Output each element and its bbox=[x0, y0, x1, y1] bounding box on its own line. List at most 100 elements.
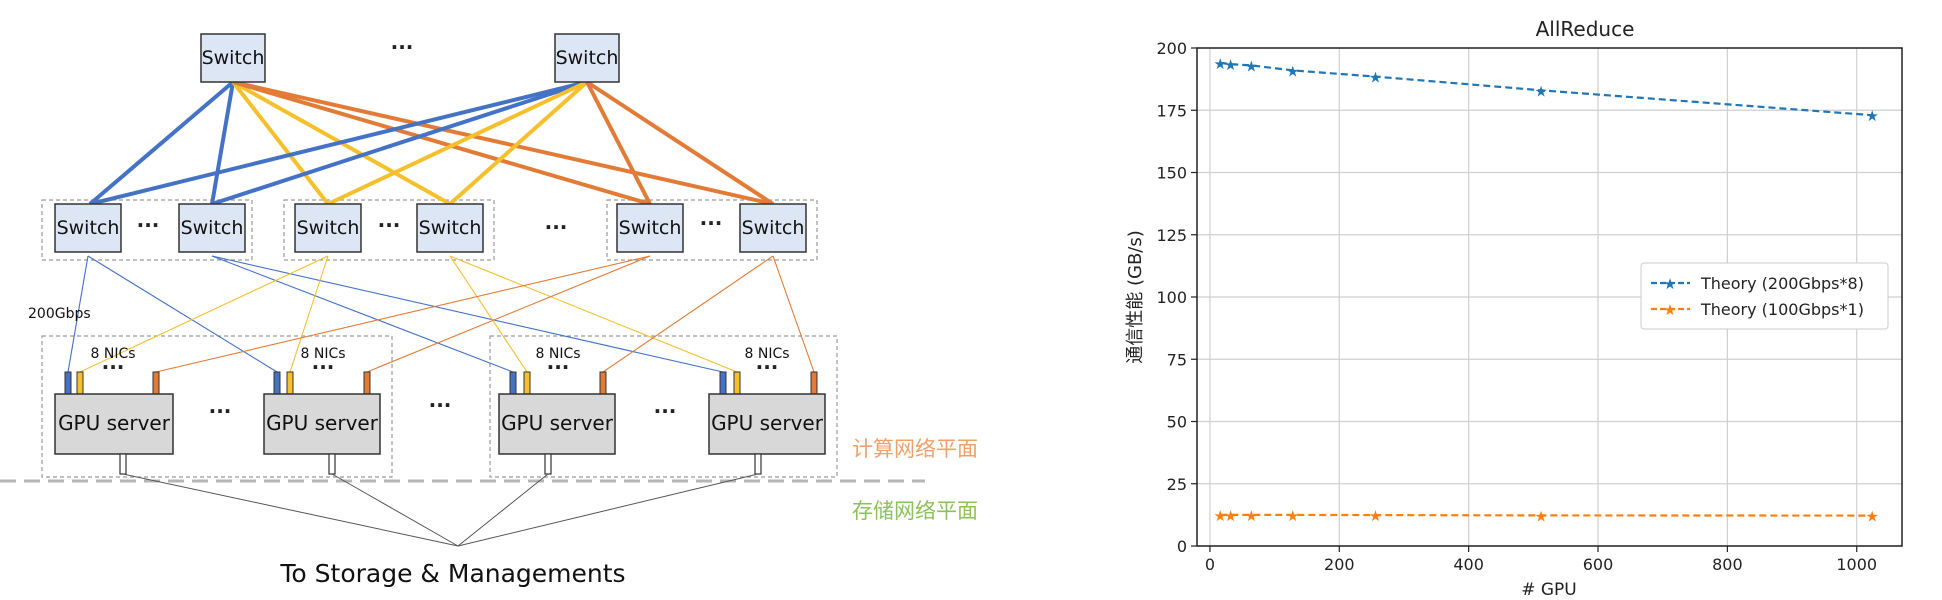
nic-port-orange bbox=[810, 371, 818, 395]
gpu-server-label: GPU server bbox=[266, 411, 379, 435]
spine1-link-orange-2 bbox=[232, 80, 774, 206]
ellipsis: ··· bbox=[312, 355, 335, 379]
chart-title: AllReduce bbox=[1536, 17, 1635, 41]
leaf-switch-5[interactable]: Switch bbox=[616, 203, 684, 253]
legend-marker-2: ★ bbox=[1663, 301, 1676, 319]
nic-port-blue bbox=[509, 371, 517, 395]
switch-label: Switch bbox=[57, 217, 120, 239]
gpu-server-1[interactable]: 8 NICs ··· GPU server bbox=[54, 346, 174, 475]
x-tick-label: 200 bbox=[1324, 555, 1355, 574]
spine2-link-blue-1 bbox=[89, 80, 588, 206]
nic-port-yellow bbox=[76, 371, 84, 395]
series-1-point: ★ bbox=[1369, 69, 1382, 87]
spine-switch-2[interactable]: Switch bbox=[554, 33, 620, 83]
leaf-switch-1[interactable]: Switch bbox=[54, 203, 122, 253]
legend: ★ Theory (200Gbps*8) ★ Theory (100Gbps*1… bbox=[1640, 262, 1889, 330]
gpu-server-label: GPU server bbox=[501, 411, 614, 435]
legend-label-1: Theory (200Gbps*8) bbox=[1700, 274, 1864, 293]
spine-leaf-links bbox=[88, 80, 775, 206]
link-speed-label: 200Gbps bbox=[28, 306, 91, 322]
y-tick-label: 200 bbox=[1156, 39, 1187, 58]
nic-port-blue bbox=[64, 371, 72, 395]
nic-port-orange bbox=[363, 371, 371, 395]
y-tick-label: 100 bbox=[1156, 288, 1187, 307]
nic-port-yellow bbox=[523, 371, 531, 395]
y-tick-label: 50 bbox=[1167, 413, 1187, 432]
storage-port bbox=[754, 453, 762, 475]
series-2-point: ★ bbox=[1286, 507, 1299, 525]
ellipsis: ··· bbox=[654, 399, 677, 423]
y-axis-label: 通信性能 (GB/s) bbox=[1125, 230, 1146, 364]
gpu-server-3[interactable]: 8 NICs ··· GPU server bbox=[498, 346, 616, 475]
gpu-server-4[interactable]: 8 NICs ··· GPU server bbox=[708, 346, 826, 475]
spine2-link-blue-2 bbox=[211, 80, 588, 206]
ellipsis: ··· bbox=[391, 35, 414, 59]
switch-label: Switch bbox=[202, 47, 265, 69]
nics-label: 8 NICs bbox=[90, 346, 135, 362]
nic-port-yellow bbox=[286, 371, 294, 395]
leaf-group-box-1 bbox=[41, 199, 253, 261]
series-2-point: ★ bbox=[1214, 507, 1227, 525]
allreduce-chart: AllReduce ★★ ★ ★ ★★★★★ ★ ★ ★ ★ ★ 0 200 400 600 800 10… bbox=[1125, 17, 1903, 600]
switch-label: Switch bbox=[181, 217, 244, 239]
nic-link-yellow-4 bbox=[449, 255, 738, 373]
gpu-server-label: GPU server bbox=[58, 411, 171, 435]
spine1-link-yellow-1 bbox=[231, 80, 330, 206]
switch-label: Switch bbox=[419, 217, 482, 239]
y-tick-label: 75 bbox=[1167, 350, 1187, 369]
gpu-server-2[interactable]: 8 NICs ··· GPU server bbox=[263, 346, 381, 475]
ellipsis: ··· bbox=[429, 393, 452, 417]
series-2-point: ★ bbox=[1534, 507, 1547, 525]
nic-link-blue-4 bbox=[211, 255, 724, 373]
series-2-point: ★ bbox=[1224, 507, 1237, 525]
series-layer: ★★ ★ ★ ★★★★★ ★ ★ ★ ★ ★ bbox=[1214, 55, 1879, 526]
nic-link-orange-4 bbox=[772, 255, 815, 373]
legend-label-2: Theory (100Gbps*1) bbox=[1700, 300, 1864, 319]
series-1-point: ★ bbox=[1224, 56, 1237, 74]
storage-port bbox=[119, 453, 127, 475]
spine2-link-yellow-2 bbox=[448, 80, 589, 206]
tick-layer: 0 200 400 600 800 1000 0 25 50 75 100 125 150 175 200 bbox=[1156, 39, 1877, 574]
y-tick-label: 25 bbox=[1167, 475, 1187, 494]
spine-switch-1[interactable]: Switch bbox=[200, 33, 266, 83]
ellipsis: ··· bbox=[209, 399, 232, 423]
storage-plane-label: 存储网络平面 bbox=[852, 499, 978, 523]
nic-link-orange-3 bbox=[602, 255, 774, 373]
storage-label: To Storage & Managements bbox=[279, 559, 625, 588]
storage-links bbox=[122, 473, 759, 547]
nic-port-yellow bbox=[733, 371, 741, 395]
legend-box bbox=[1640, 262, 1889, 330]
leaf-switch-3[interactable]: Switch bbox=[294, 203, 362, 253]
series-2-point: ★ bbox=[1245, 507, 1258, 525]
switch-label: Switch bbox=[297, 217, 360, 239]
x-tick-label: 0 bbox=[1205, 555, 1215, 574]
nic-port-blue bbox=[719, 371, 727, 395]
series-2-point: ★ bbox=[1369, 507, 1382, 525]
ellipsis: ··· bbox=[700, 211, 723, 235]
ellipsis: ··· bbox=[545, 215, 568, 239]
ellipsis: ··· bbox=[378, 213, 401, 237]
nic-link-yellow-2 bbox=[289, 255, 329, 373]
switch-label: Switch bbox=[742, 217, 805, 239]
legend-marker-1: ★ bbox=[1663, 275, 1676, 293]
switch-label: Switch bbox=[619, 217, 682, 239]
server-group-box-1 bbox=[41, 335, 393, 478]
leaf-switch-2[interactable]: Switch bbox=[178, 203, 246, 253]
leaf-nic-links bbox=[67, 255, 815, 373]
leaf-switch-4[interactable]: Switch bbox=[416, 203, 484, 253]
storage-port bbox=[544, 453, 552, 475]
spine2-link-orange-2 bbox=[585, 80, 775, 206]
y-tick-label: 0 bbox=[1177, 537, 1187, 556]
x-tick-label: 1000 bbox=[1836, 555, 1877, 574]
spine1-link-orange-1 bbox=[232, 80, 651, 206]
leaf-switch-6[interactable]: Switch bbox=[739, 203, 807, 253]
leaf-group-box-3 bbox=[606, 199, 818, 261]
nic-link-blue-2 bbox=[87, 255, 278, 373]
series-1-point: ★ bbox=[1245, 57, 1258, 75]
compute-plane-label: 计算网络平面 bbox=[852, 437, 978, 461]
server-group-box-2 bbox=[489, 335, 838, 478]
spine2-link-orange-1 bbox=[585, 81, 652, 205]
leaf-group-box-2 bbox=[283, 199, 495, 261]
y-tick-label: 175 bbox=[1156, 101, 1187, 120]
